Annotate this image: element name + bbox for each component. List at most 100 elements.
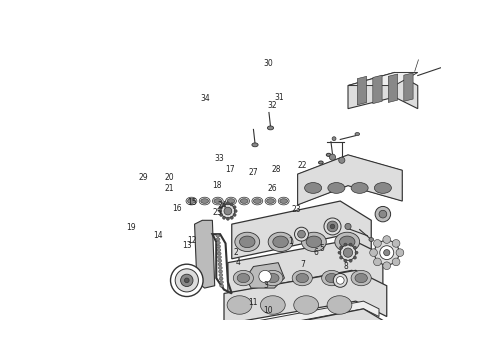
Ellipse shape — [292, 270, 312, 286]
Text: 19: 19 — [127, 223, 136, 232]
Polygon shape — [388, 74, 397, 103]
Ellipse shape — [222, 203, 225, 206]
Polygon shape — [240, 301, 379, 332]
Ellipse shape — [355, 251, 358, 254]
Ellipse shape — [217, 241, 221, 244]
Text: 27: 27 — [248, 168, 258, 177]
Ellipse shape — [233, 270, 253, 286]
Ellipse shape — [224, 207, 232, 215]
Text: 26: 26 — [267, 184, 277, 193]
Ellipse shape — [263, 270, 283, 286]
Ellipse shape — [218, 263, 222, 266]
Ellipse shape — [343, 248, 353, 257]
Ellipse shape — [199, 197, 210, 205]
Ellipse shape — [353, 246, 356, 249]
Text: 18: 18 — [212, 181, 221, 190]
Ellipse shape — [318, 333, 323, 337]
Ellipse shape — [355, 132, 360, 136]
Ellipse shape — [267, 274, 279, 283]
Ellipse shape — [305, 183, 321, 193]
Ellipse shape — [380, 246, 394, 260]
Ellipse shape — [280, 199, 288, 203]
Polygon shape — [297, 155, 402, 205]
Ellipse shape — [214, 199, 221, 203]
Ellipse shape — [266, 345, 271, 348]
Text: 20: 20 — [165, 173, 174, 182]
Text: 17: 17 — [225, 165, 235, 174]
Text: 32: 32 — [267, 101, 277, 110]
Text: 11: 11 — [248, 298, 258, 307]
Polygon shape — [348, 72, 418, 109]
Ellipse shape — [217, 248, 221, 252]
Ellipse shape — [324, 218, 341, 235]
Ellipse shape — [349, 259, 352, 262]
Ellipse shape — [237, 274, 249, 283]
Text: 21: 21 — [165, 184, 174, 193]
Ellipse shape — [225, 197, 236, 205]
Ellipse shape — [268, 232, 293, 252]
Ellipse shape — [220, 206, 223, 209]
Ellipse shape — [321, 270, 342, 286]
Text: 15: 15 — [188, 198, 197, 207]
Ellipse shape — [374, 183, 392, 193]
Ellipse shape — [344, 243, 347, 246]
Ellipse shape — [340, 236, 355, 248]
Ellipse shape — [332, 137, 336, 141]
Text: 30: 30 — [263, 59, 273, 68]
Ellipse shape — [227, 199, 235, 203]
Ellipse shape — [373, 239, 381, 247]
Ellipse shape — [340, 245, 356, 260]
Polygon shape — [357, 76, 367, 105]
Ellipse shape — [219, 274, 223, 276]
Ellipse shape — [240, 236, 255, 248]
Text: 14: 14 — [153, 231, 163, 240]
Text: 23: 23 — [292, 205, 301, 214]
Ellipse shape — [188, 199, 196, 203]
Ellipse shape — [340, 246, 343, 249]
Text: 25: 25 — [212, 208, 222, 217]
Ellipse shape — [351, 325, 357, 329]
Text: 5: 5 — [319, 244, 324, 253]
Ellipse shape — [252, 197, 263, 205]
Ellipse shape — [175, 269, 198, 292]
Ellipse shape — [328, 183, 345, 193]
Text: 31: 31 — [275, 93, 284, 102]
Ellipse shape — [338, 251, 341, 254]
Ellipse shape — [259, 270, 271, 283]
Ellipse shape — [326, 153, 331, 156]
Ellipse shape — [333, 274, 347, 287]
Polygon shape — [224, 270, 387, 324]
Ellipse shape — [230, 203, 233, 206]
Polygon shape — [245, 263, 285, 288]
Ellipse shape — [384, 249, 390, 256]
Ellipse shape — [349, 243, 352, 246]
Text: 8: 8 — [343, 262, 348, 271]
Ellipse shape — [340, 256, 343, 259]
Text: 2: 2 — [234, 248, 238, 257]
Text: 22: 22 — [297, 161, 307, 170]
Ellipse shape — [330, 224, 335, 229]
Text: 33: 33 — [214, 154, 224, 163]
Ellipse shape — [301, 232, 326, 252]
Ellipse shape — [355, 274, 368, 283]
Ellipse shape — [294, 227, 309, 241]
Polygon shape — [247, 309, 383, 360]
Text: 7: 7 — [300, 260, 305, 269]
Ellipse shape — [201, 199, 209, 203]
Ellipse shape — [230, 216, 233, 219]
Ellipse shape — [220, 284, 223, 287]
Ellipse shape — [267, 199, 274, 203]
Ellipse shape — [218, 259, 221, 262]
Ellipse shape — [222, 216, 225, 219]
Ellipse shape — [220, 213, 223, 216]
Text: 24: 24 — [218, 201, 227, 210]
Ellipse shape — [297, 230, 305, 238]
Text: 4: 4 — [235, 258, 240, 267]
Polygon shape — [404, 73, 413, 101]
Text: 1: 1 — [289, 237, 294, 246]
Ellipse shape — [252, 143, 258, 147]
Text: 29: 29 — [138, 173, 147, 182]
Ellipse shape — [239, 197, 249, 205]
Ellipse shape — [374, 240, 399, 265]
Ellipse shape — [278, 197, 289, 205]
